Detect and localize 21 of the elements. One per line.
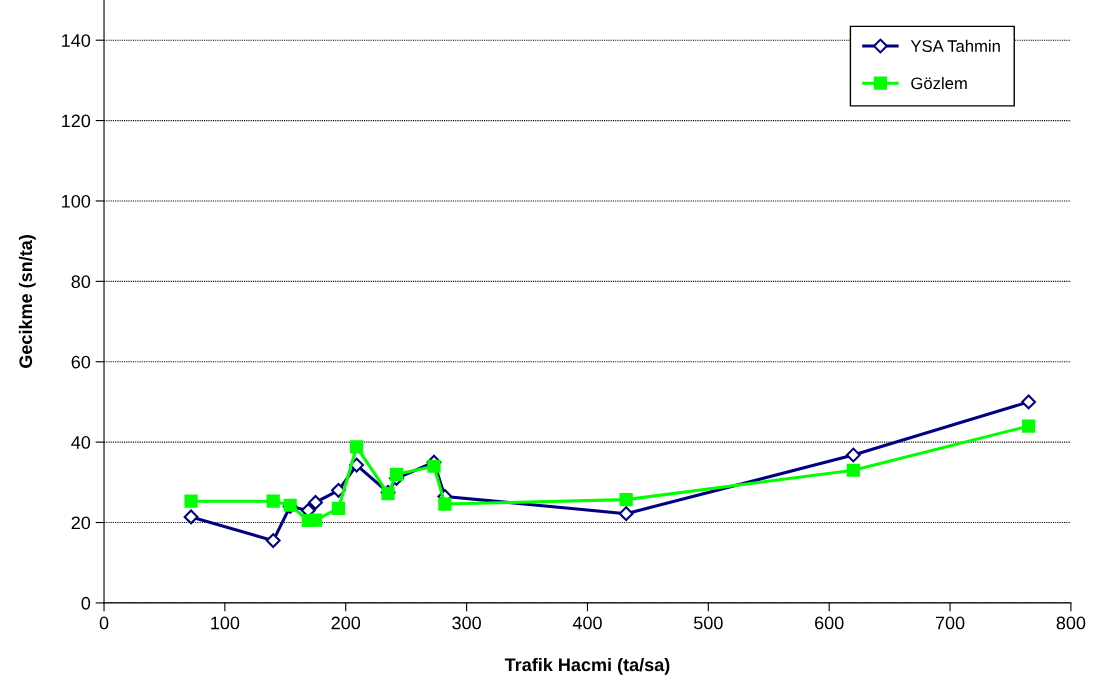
x-tick-label: 100 xyxy=(211,616,240,630)
y-tick-label: 120 xyxy=(62,114,91,128)
x-tick-label: 700 xyxy=(935,616,965,630)
y-tick-label: 60 xyxy=(71,355,91,369)
y-tick-label: 20 xyxy=(71,516,91,530)
x-tick-label: 800 xyxy=(1056,616,1086,630)
x-tick-label: 600 xyxy=(815,616,844,630)
legend-label: YSA Tahmin xyxy=(910,39,1000,52)
legend-label: Gözlem xyxy=(911,76,967,90)
y-tick-label: 80 xyxy=(71,275,91,289)
y-tick-label: 140 xyxy=(62,34,91,47)
y-axis-title: Gecikme (sn/ta) xyxy=(18,235,36,368)
x-tick-label: 200 xyxy=(331,616,361,630)
x-axis-title: Trafik Hacmi (ta/sa) xyxy=(504,657,670,675)
x-tick-label: 300 xyxy=(452,616,481,630)
x-tick-label: 0 xyxy=(99,616,109,630)
y-tick-label: 0 xyxy=(81,596,91,610)
x-tick-label: 500 xyxy=(693,616,723,630)
y-tick-label: 100 xyxy=(62,194,91,208)
x-tick-label: 400 xyxy=(572,616,602,630)
y-tick-label: 40 xyxy=(71,436,91,449)
